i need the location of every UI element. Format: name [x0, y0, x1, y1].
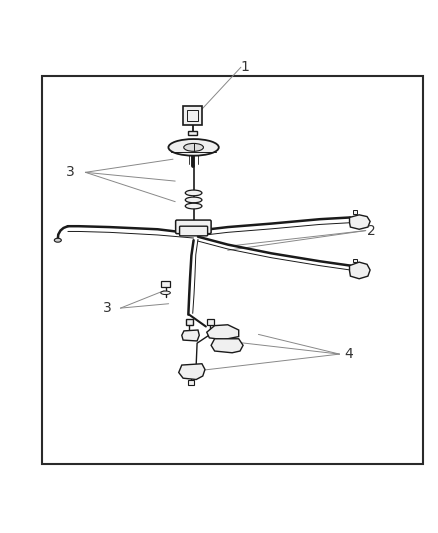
- Ellipse shape: [54, 238, 61, 242]
- Text: 3: 3: [103, 301, 112, 315]
- Polygon shape: [350, 262, 370, 279]
- Text: 3: 3: [66, 165, 74, 179]
- Text: 1: 1: [241, 60, 250, 74]
- Bar: [42, 76, 423, 464]
- Polygon shape: [350, 215, 370, 229]
- Ellipse shape: [185, 190, 202, 196]
- Polygon shape: [179, 364, 205, 379]
- Ellipse shape: [185, 197, 202, 203]
- Text: 2: 2: [367, 223, 376, 238]
- Bar: [161, 281, 170, 287]
- Ellipse shape: [161, 291, 170, 295]
- Bar: [188, 131, 197, 135]
- Bar: [353, 259, 357, 262]
- Bar: [353, 211, 357, 214]
- FancyBboxPatch shape: [176, 220, 211, 233]
- FancyBboxPatch shape: [180, 226, 208, 236]
- Bar: [207, 319, 214, 325]
- Text: 4: 4: [344, 347, 353, 361]
- Ellipse shape: [168, 139, 219, 156]
- Polygon shape: [211, 339, 243, 353]
- Bar: [188, 381, 194, 385]
- Ellipse shape: [184, 143, 203, 151]
- Bar: [187, 110, 198, 120]
- Bar: [186, 319, 193, 325]
- Polygon shape: [207, 325, 239, 340]
- Ellipse shape: [185, 203, 202, 209]
- Bar: [183, 106, 202, 125]
- Polygon shape: [182, 330, 199, 341]
